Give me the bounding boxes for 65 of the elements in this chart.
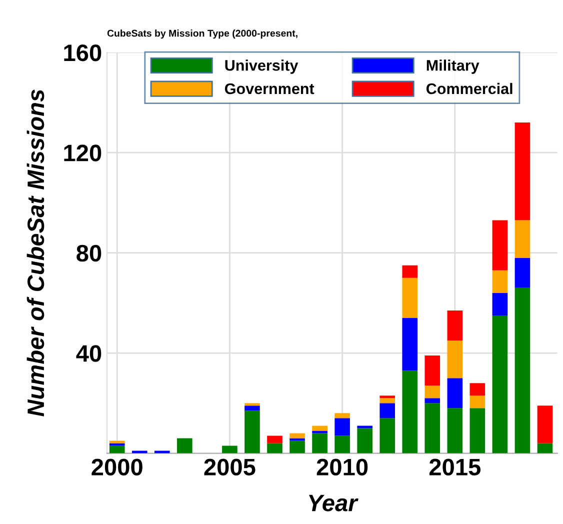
bar [402,265,418,278]
bar [492,220,508,270]
bar [109,443,125,446]
bar [492,292,508,316]
bar [470,408,486,454]
x-tick-label: 2015 [429,458,481,476]
bar [537,406,553,444]
bar [222,446,238,454]
legend-label: University [225,60,298,74]
x-tick-label: 2000 [92,458,142,476]
y-tick-label: 80 [76,244,102,262]
bar [312,430,328,434]
bar [357,426,372,428]
x-tick-label: 2005 [204,458,256,476]
bar [447,408,463,454]
bar [424,386,440,398]
bar [267,436,282,444]
bar [267,443,282,454]
bar [244,406,260,411]
bar [447,340,463,378]
bar [470,396,486,408]
bar [424,398,440,404]
x-tick-label: 2010 [316,458,368,476]
bar [447,310,463,341]
y-tick-label: 160 [64,44,102,62]
y-tick-label: 40 [76,345,102,362]
bar [492,270,508,293]
bar [312,433,328,454]
bar [244,410,260,454]
bar [424,403,440,454]
bar [334,413,350,418]
bar [537,443,553,454]
bar [380,418,395,454]
bar [109,440,125,444]
bar [244,403,260,406]
bar [402,278,418,318]
bar [514,288,530,454]
bar [380,398,395,404]
legend-label: Government [224,83,314,94]
y-tick-label: 120 [64,144,102,162]
bar [402,318,418,371]
bar [424,356,440,386]
bar [514,220,530,258]
bar [312,426,328,431]
bar [380,403,395,418]
y-axis-title: Number of CubeSat Missions [26,90,44,416]
legend-label: Commercial [426,82,512,94]
bar [109,446,125,454]
bar [357,428,372,454]
x-axis-title: Year [309,494,358,512]
bar [514,122,530,220]
bar [177,438,192,454]
bar [447,378,463,408]
bar [492,315,508,454]
bar [290,440,305,454]
bar [380,396,395,398]
bar [290,438,305,441]
legend-label: Military [426,60,480,74]
bar [470,383,486,396]
bar [334,418,350,436]
bar [402,370,418,454]
bar [290,433,305,438]
chart-title: CubeSats by Mission Type (2000-present, [107,30,298,39]
bar [514,258,530,288]
bar [334,436,350,454]
